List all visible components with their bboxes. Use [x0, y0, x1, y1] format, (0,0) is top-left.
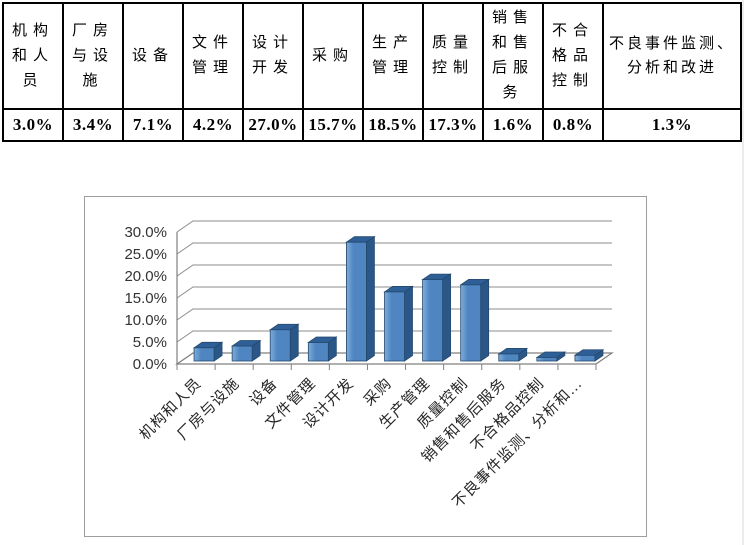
table-value-cell: 1.6% — [482, 108, 544, 142]
table-header-cell: 不良事件监测、 分析和改进 — [602, 2, 742, 110]
bar — [268, 323, 300, 362]
table-header-cell: 不合 格品 控制 — [542, 2, 604, 110]
table-value-cell: 15.7% — [302, 108, 364, 142]
bar — [535, 351, 567, 362]
y-axis-label: 0.0% — [133, 356, 167, 373]
y-axis-label: 30.0% — [124, 224, 167, 241]
bar — [497, 347, 529, 362]
x-axis-label: 采购 — [361, 375, 396, 410]
bar — [192, 341, 224, 362]
bar — [383, 285, 414, 362]
table-value-cell: 7.1% — [122, 108, 184, 142]
table-header-cell: 厂房 与设 施 — [62, 2, 124, 110]
table-header-cell: 采购 — [302, 2, 364, 110]
table-value-cell: 3.4% — [62, 108, 124, 142]
table-value-row: 3.0% 3.4% 7.1% 4.2% 27.0% 15.7% 18.5% 17.3% 1.6%… — [2, 108, 742, 142]
frequency-table: 机构 和人 员厂房 与设 施设备 文件 管理 设计 开发 采购 生产 管理 质量 控制 销售… — [2, 2, 742, 142]
bar — [230, 339, 262, 362]
y-axis-label: 15.0% — [124, 290, 167, 307]
y-axis-label: 10.0% — [124, 312, 167, 329]
bar — [307, 336, 338, 362]
table-value-cell: 27.0% — [242, 108, 304, 142]
table-value-cell: 17.3% — [422, 108, 484, 142]
chart-floor — [175, 352, 614, 365]
table-value-cell: 0.8% — [542, 108, 604, 142]
table-header-cell: 机构 和人 员 — [2, 2, 64, 110]
gridline — [176, 220, 612, 233]
y-axis-label: 25.0% — [124, 246, 167, 263]
gridline — [176, 264, 612, 277]
column-chart-3d: 0.0%5.0%10.0%15.0%20.0%25.0%30.0%机构和人员厂房… — [124, 220, 614, 511]
y-axis-label: 5.0% — [133, 334, 167, 351]
bar — [459, 278, 490, 362]
table-header-cell: 销售 和售 后服 务 — [482, 2, 544, 110]
bar — [573, 349, 605, 362]
table-header-cell: 设备 — [122, 2, 184, 110]
table-header-cell: 生产 管理 — [362, 2, 424, 110]
table-header-cell: 文件 管理 — [182, 2, 244, 110]
chart-container: 0.0% 5.0% 10.0% 15.0% 20.0% 25.0% 30.0% 机构和人员 厂房… — [84, 196, 647, 537]
x-axis-label: 设备 — [246, 375, 281, 410]
bar — [421, 273, 452, 362]
table-header-cell: 设计 开发 — [242, 2, 304, 110]
table-value-cell: 18.5% — [362, 108, 424, 142]
gridline — [176, 242, 612, 255]
y-axis-label: 20.0% — [124, 268, 167, 285]
bar — [345, 235, 376, 362]
table-value-cell: 1.3% — [602, 108, 742, 142]
table-header-row: 机构 和人 员厂房 与设 施设备 文件 管理 设计 开发 采购 生产 管理 质量 控制 销售… — [2, 2, 742, 110]
table-header-cell: 质量 控制 — [422, 2, 484, 110]
table-value-cell: 3.0% — [2, 108, 64, 142]
table-value-cell: 4.2% — [182, 108, 244, 142]
